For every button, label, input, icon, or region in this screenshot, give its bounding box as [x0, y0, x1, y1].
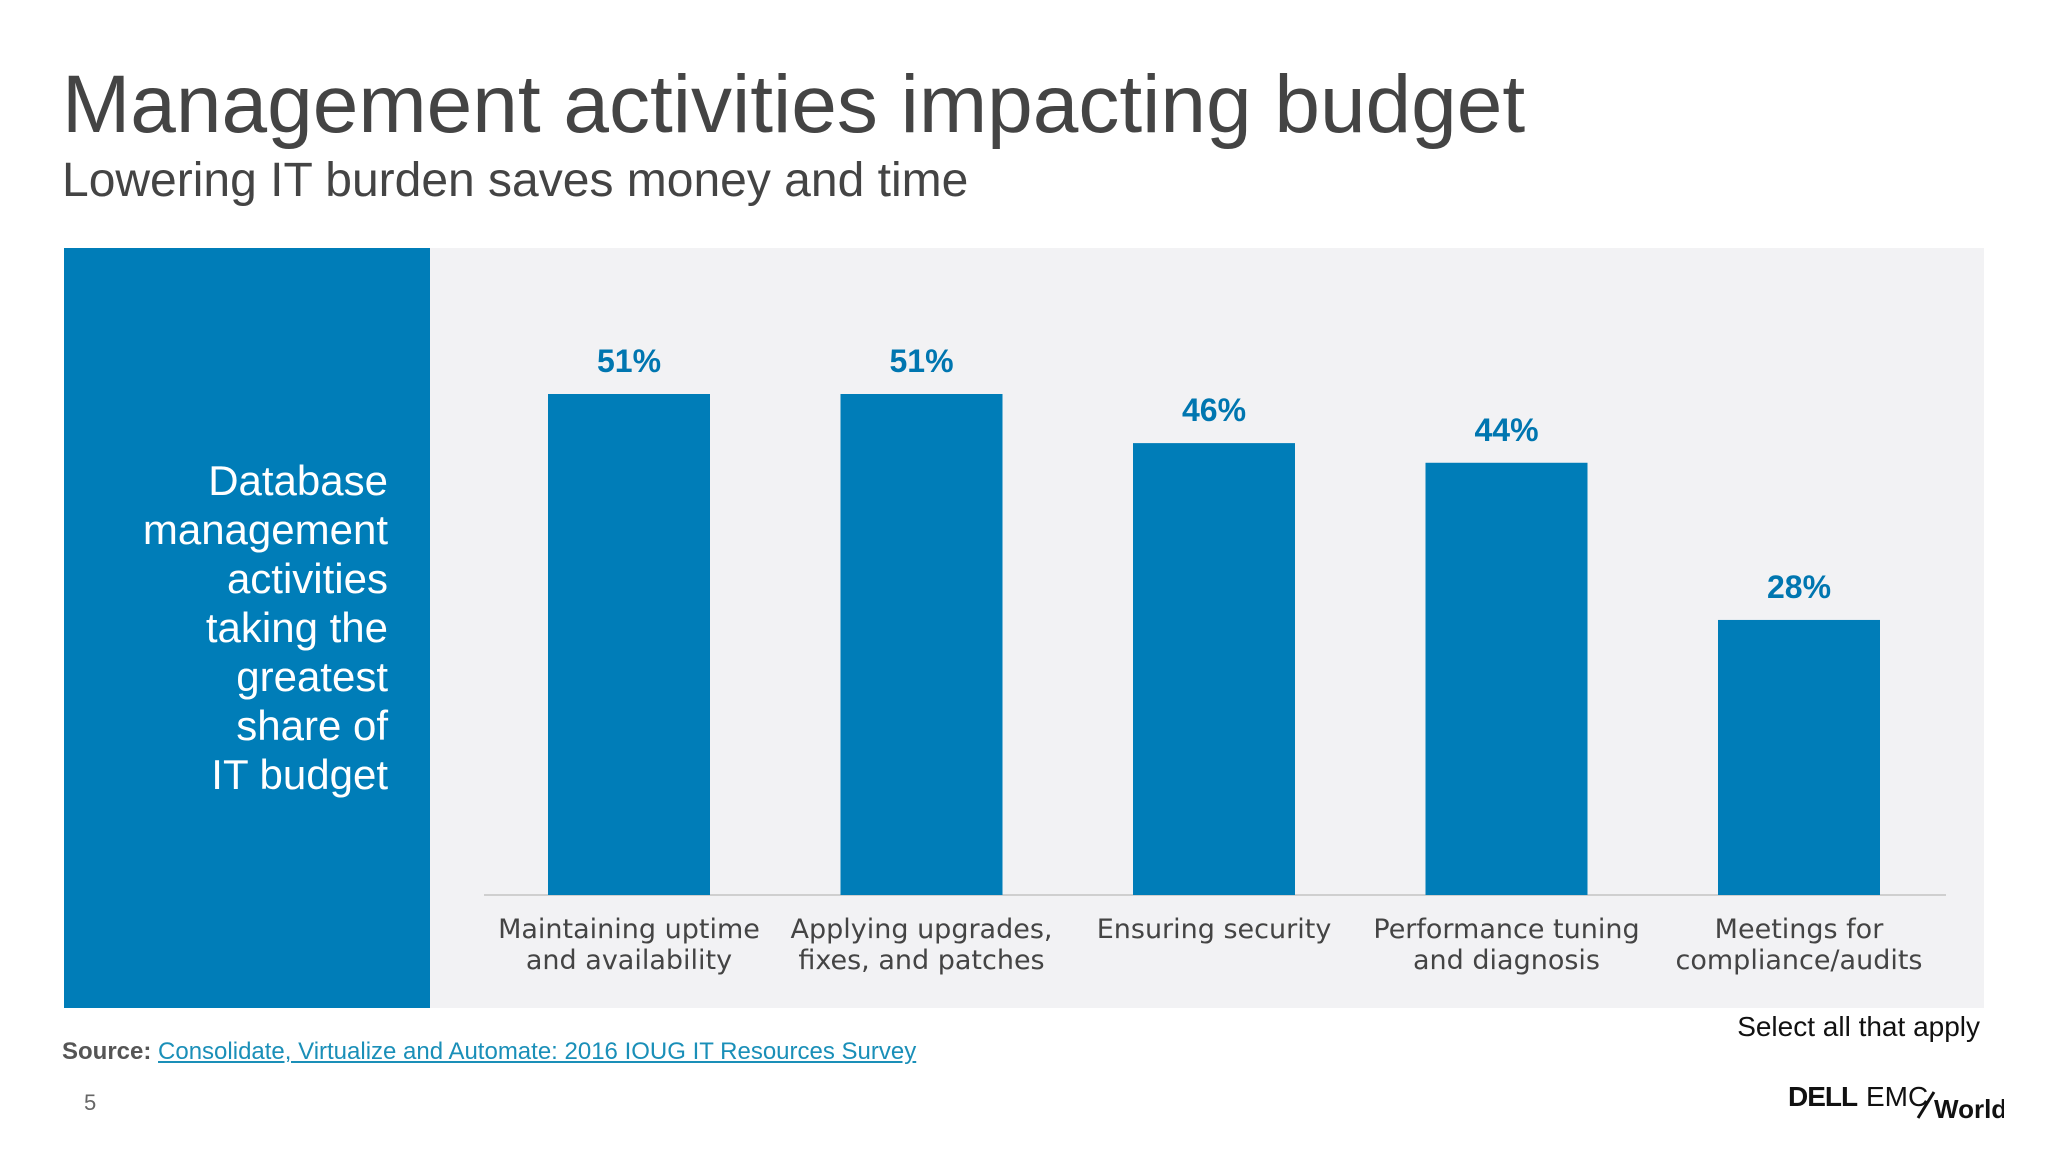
category-label: and diagnosis — [1413, 945, 1600, 976]
source-label: Source: — [62, 1038, 152, 1065]
data-label: 28% — [1767, 569, 1831, 605]
data-label: 51% — [889, 343, 953, 379]
bar — [840, 394, 1003, 895]
data-label: 51% — [597, 343, 661, 379]
page-title: Management activities impacting budget — [62, 59, 1526, 150]
page-number: 5 — [84, 1090, 97, 1115]
category-label: Performance tuning — [1373, 914, 1639, 945]
bar — [1133, 443, 1295, 895]
category-label: and availability — [526, 945, 732, 976]
logo-dell: DELL — [1788, 1081, 1858, 1112]
logo-world: World — [1934, 1094, 2004, 1122]
side-line: activities — [226, 555, 388, 602]
category-label: compliance/audits — [1676, 945, 1923, 976]
source-line: Source: Consolidate, Virtualize and Auto… — [62, 1038, 916, 1066]
side-line: taking the — [205, 604, 388, 651]
side-line: IT budget — [211, 751, 388, 798]
source-link[interactable]: Consolidate, Virtualize and Automate: 20… — [158, 1038, 917, 1065]
side-line: share of — [236, 702, 388, 749]
select-all-note: Select all that apply — [1737, 1011, 1980, 1042]
category-label: Maintaining uptime — [498, 914, 760, 945]
side-line: Database — [208, 457, 388, 504]
bar — [1718, 619, 1880, 895]
bar — [548, 394, 710, 895]
logo-emc: EMC — [1866, 1081, 1928, 1112]
dell-emc-world-logo: DELL EMC World — [1788, 1081, 2004, 1122]
bar — [1425, 462, 1588, 895]
data-label: 46% — [1182, 392, 1246, 428]
category-label: Ensuring security — [1097, 914, 1332, 945]
category-label: Applying upgrades, — [791, 914, 1053, 945]
side-callout-text: Database management activities taking th… — [68, 456, 388, 799]
page-subtitle: Lowering IT burden saves money and time — [62, 154, 969, 207]
side-line: greatest — [236, 653, 388, 700]
data-label: 44% — [1474, 412, 1538, 448]
logo-slash — [1916, 1091, 1936, 1119]
category-label: fixes, and patches — [798, 945, 1044, 976]
side-callout: Database management activities taking th… — [64, 248, 430, 1008]
category-label: Meetings for — [1715, 914, 1885, 945]
side-line: management — [142, 506, 388, 553]
